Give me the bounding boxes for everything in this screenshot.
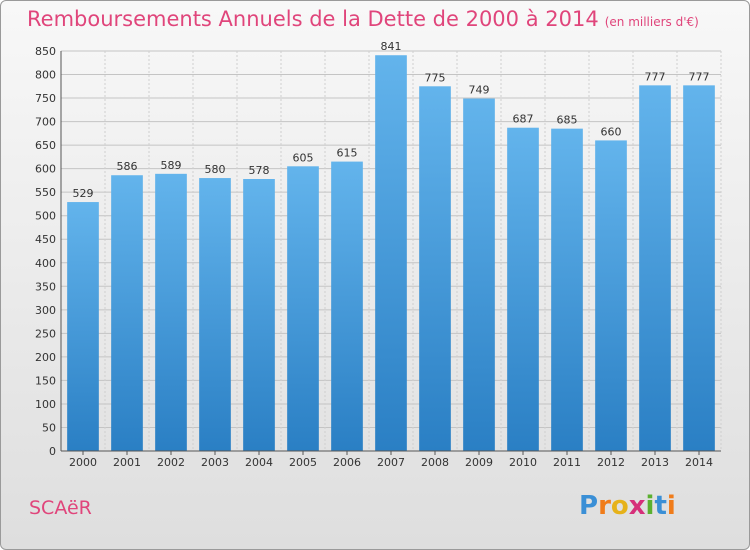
y-tick-label: 300 — [35, 304, 56, 317]
y-tick-label: 350 — [35, 280, 56, 293]
y-tick-label: 550 — [35, 186, 56, 199]
y-tick-label: 50 — [42, 421, 56, 434]
chart-title: Remboursements Annuels de la Dette de 20… — [27, 7, 699, 31]
x-tick-label: 2000 — [69, 456, 97, 469]
x-tick-label: 2007 — [377, 456, 405, 469]
bar-value-label: 687 — [513, 113, 534, 126]
bar-value-label: 615 — [337, 147, 358, 160]
bar-value-label: 660 — [601, 125, 622, 138]
y-tick-label: 850 — [35, 45, 56, 58]
x-tick-label: 2011 — [553, 456, 581, 469]
y-tick-label: 700 — [35, 116, 56, 129]
bar-value-label: 685 — [557, 114, 578, 127]
bar-value-label: 586 — [117, 160, 138, 173]
y-tick-label: 600 — [35, 163, 56, 176]
y-tick-label: 500 — [35, 210, 56, 223]
x-tick-label: 2006 — [333, 456, 361, 469]
proxiti-logo: Proxiti — [579, 491, 676, 521]
unit-label: (en milliers d'€) — [604, 15, 699, 29]
bar-value-label: 578 — [249, 164, 270, 177]
bar-2004 — [243, 179, 275, 451]
y-tick-label: 650 — [35, 139, 56, 152]
x-tick-label: 2013 — [641, 456, 669, 469]
x-tick-label: 2012 — [597, 456, 625, 469]
bar-2006 — [331, 161, 363, 451]
bar-value-label: 775 — [425, 71, 446, 84]
bar-value-label: 749 — [469, 84, 490, 97]
bar-2011 — [551, 128, 583, 451]
y-tick-label: 150 — [35, 374, 56, 387]
bar-2012 — [595, 140, 627, 452]
bar-2002 — [155, 173, 187, 451]
x-tick-label: 2005 — [289, 456, 317, 469]
bar-value-label: 841 — [381, 40, 402, 53]
y-tick-label: 800 — [35, 69, 56, 82]
x-tick-label: 2008 — [421, 456, 449, 469]
logo-letter: i — [645, 491, 655, 521]
logo-letter: r — [598, 491, 611, 521]
bar-2001 — [111, 175, 143, 451]
x-tick-label: 2004 — [245, 456, 273, 469]
bar-2005 — [287, 166, 319, 451]
y-tick-label: 0 — [49, 445, 56, 458]
x-tick-label: 2010 — [509, 456, 537, 469]
bar-2009 — [463, 98, 495, 451]
y-tick-label: 400 — [35, 257, 56, 270]
logo-letter: o — [610, 491, 629, 521]
y-tick-label: 100 — [35, 398, 56, 411]
title-text: Remboursements Annuels de la Dette de 20… — [27, 7, 599, 31]
logo-letter: x — [628, 491, 646, 521]
bar-2014 — [683, 85, 715, 452]
bar-value-label: 529 — [73, 187, 94, 200]
logo-letter: P — [579, 491, 599, 521]
x-tick-label: 2014 — [685, 456, 713, 469]
y-tick-label: 200 — [35, 351, 56, 364]
y-tick-label: 750 — [35, 92, 56, 105]
bar-value-label: 589 — [161, 159, 182, 172]
logo-letter: i — [666, 491, 676, 521]
bar-2000 — [67, 202, 99, 451]
bar-2013 — [639, 85, 671, 452]
logo-letter: t — [654, 491, 667, 521]
bar-2010 — [507, 127, 539, 452]
bar-value-label: 605 — [293, 151, 314, 164]
commune-name: SCAëR — [29, 497, 92, 519]
bar-value-label: 580 — [205, 163, 226, 176]
y-tick-label: 250 — [35, 327, 56, 340]
bar-2008 — [419, 86, 451, 451]
y-tick-label: 450 — [35, 233, 56, 246]
bar-value-label: 777 — [689, 70, 710, 83]
bar-value-label: 777 — [645, 70, 666, 83]
x-tick-label: 2001 — [113, 456, 141, 469]
x-tick-label: 2003 — [201, 456, 229, 469]
x-tick-label: 2009 — [465, 456, 493, 469]
bar-2003 — [199, 178, 231, 451]
bar-2007 — [375, 55, 407, 452]
x-tick-label: 2002 — [157, 456, 185, 469]
